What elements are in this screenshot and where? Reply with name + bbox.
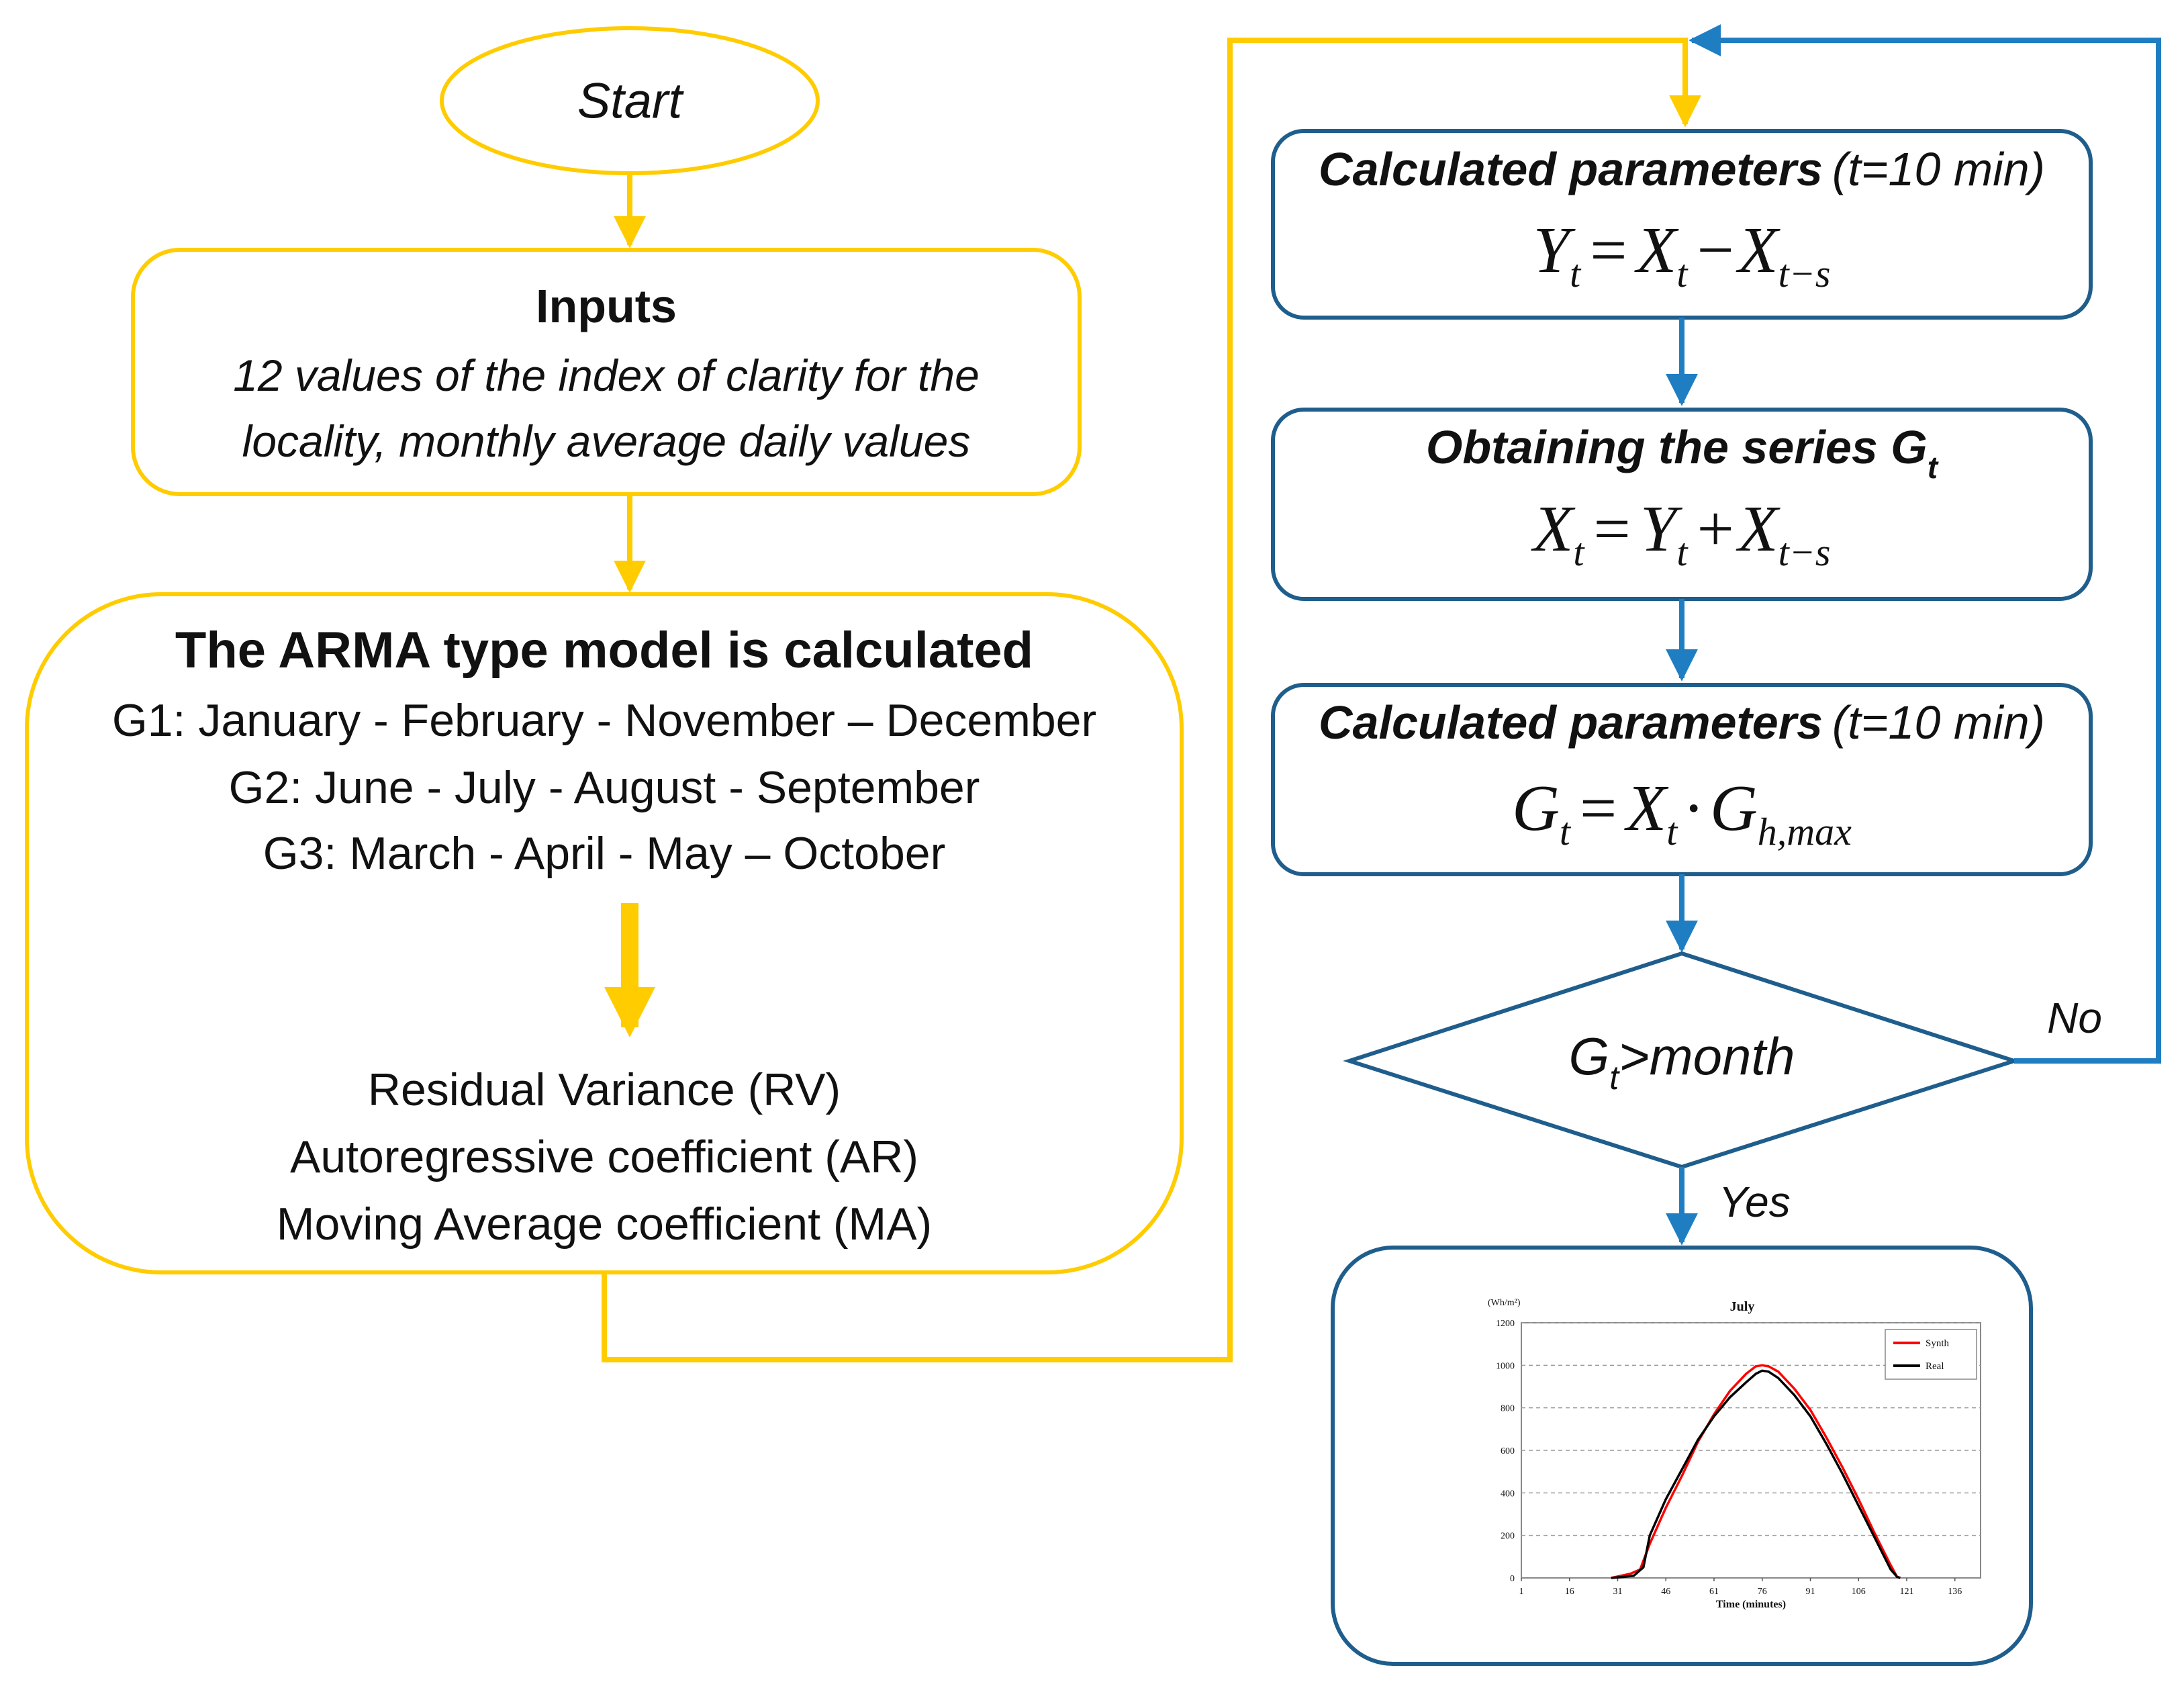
f1-eq: = — [1590, 214, 1627, 287]
chart-x-axis: 1 16 31 46 61 76 91 106 121 136 — [1519, 1578, 1962, 1597]
f3-a: X — [1623, 772, 1669, 845]
chart-y-tick-label: 600 — [1501, 1446, 1515, 1456]
f2-a: Y — [1640, 493, 1683, 565]
chart-title: July — [1730, 1299, 1755, 1314]
legend-synth-label: Synth — [1926, 1338, 1950, 1349]
obtaining-series-title: Obtaining the series Gt — [1426, 421, 1939, 485]
chart-y-tick-label: 400 — [1501, 1489, 1515, 1499]
f3-eq: = — [1580, 772, 1617, 845]
f1-b: X — [1736, 214, 1781, 287]
obtaining-series-title-text: Obtaining the series G — [1426, 421, 1928, 473]
f3-b-sub: h,max — [1758, 810, 1852, 853]
chart-series-line-real — [1611, 1369, 1901, 1579]
f3-op: · — [1682, 772, 1705, 845]
obtaining-series-title-sub: t — [1928, 450, 1939, 485]
chart-y-tick-label: 1200 — [1496, 1319, 1515, 1329]
f2-a-sub: t — [1676, 530, 1689, 574]
calc-params-title-1-bold: Calculated parameters — [1319, 143, 1823, 195]
f2-b: X — [1736, 493, 1781, 565]
connector-no-loop — [1689, 24, 2161, 1064]
chart-x-tick-label: 16 — [1565, 1587, 1574, 1597]
arma-group-1: G1: January - February - November – Dece… — [112, 695, 1096, 746]
chart-x-tick-label: 46 — [1661, 1587, 1670, 1597]
start-label: Start — [577, 73, 685, 129]
chart-grid — [1521, 1322, 1981, 1536]
chart-x-tick-label: 61 — [1709, 1587, 1719, 1597]
calc-params-title-1-paren: (t=10 min) — [1832, 143, 2045, 195]
inputs-box — [131, 248, 1082, 496]
f1-a-sub: t — [1676, 252, 1689, 295]
arma-title: The ARMA type model is calculated — [175, 622, 1033, 679]
chart-ylabel: (Wh/m²) — [1488, 1298, 1521, 1308]
chart-x-tick-label: 106 — [1852, 1587, 1866, 1597]
f2-eq: = — [1594, 493, 1631, 565]
f3-lhs-sub: t — [1560, 810, 1572, 853]
f1-lhs: Y — [1533, 214, 1576, 287]
chart-x-tick-label: 1 — [1519, 1587, 1524, 1597]
decision-g: G — [1569, 1027, 1610, 1086]
f1-b-sub: t−s — [1778, 252, 1831, 295]
chart-legend: Synth Real — [1885, 1329, 1977, 1380]
legend-real-label: Real — [1926, 1361, 1944, 1372]
f1-op: − — [1697, 214, 1734, 287]
chart-x-tick-label: 91 — [1805, 1587, 1815, 1597]
yes-label: Yes — [1719, 1178, 1791, 1226]
decision-sub: t — [1609, 1059, 1620, 1096]
arma-output-ar: Autoregressive coefficient (AR) — [290, 1131, 918, 1182]
chart-xlabel: Time (minutes) — [1716, 1599, 1786, 1610]
calc-params-title-1: Calculated parameters (t=10 min) — [1319, 143, 2045, 195]
f2-b-sub: t−s — [1778, 530, 1831, 574]
calc-params-title-2-paren: (t=10 min) — [1832, 696, 2045, 749]
arma-output-ma: Moving Average coefficient (MA) — [277, 1199, 932, 1250]
f1-lhs-sub: t — [1570, 252, 1582, 295]
inputs-line-2: locality, monthly average daily values — [242, 416, 971, 466]
f2-op: + — [1697, 493, 1734, 565]
formula-g-product: Gt = Xt·Gh,max — [1512, 772, 1852, 853]
calc-params-title-2: Calculated parameters (t=10 min) — [1319, 696, 2045, 749]
decision-label: Gt>month — [1569, 1027, 1795, 1096]
decision-rest: >month — [1619, 1027, 1795, 1086]
july-chart: July (Wh/m²) Time (minutes) 0 200 400 600 80… — [1488, 1298, 1981, 1610]
arma-group-3: G3: March - April - May – October — [263, 828, 946, 879]
chart-x-tick-label: 136 — [1948, 1587, 1962, 1597]
f3-a-sub: t — [1666, 810, 1678, 853]
formula-x-sum: Xt = Yt +Xt−s — [1531, 493, 1831, 574]
chart-legend-box — [1885, 1329, 1977, 1380]
f3-lhs: G — [1512, 772, 1560, 845]
chart-x-tick-label: 121 — [1899, 1587, 1913, 1597]
chart-y-tick-label: 0 — [1510, 1574, 1515, 1584]
f1-a: X — [1633, 214, 1679, 287]
chart-x-tick-label: 31 — [1613, 1587, 1622, 1597]
chart-y-axis: 0 200 400 600 800 1000 1200 — [1496, 1319, 1515, 1584]
chart-y-tick-label: 200 — [1501, 1532, 1515, 1542]
f2-lhs-sub: t — [1573, 530, 1585, 574]
inputs-title: Inputs — [536, 280, 677, 332]
inputs-line-1: 12 values of the index of clarity for th… — [233, 351, 980, 400]
chart-y-tick-label: 1000 — [1496, 1361, 1515, 1371]
no-label: No — [2047, 994, 2102, 1042]
chart-series — [1611, 1364, 1901, 1579]
chart-x-tick-label: 76 — [1758, 1587, 1767, 1597]
chart-y-tick-label: 800 — [1501, 1404, 1515, 1414]
arma-group-2: G2: June - July - August - September — [229, 762, 980, 813]
arrow-arma-inner-head — [604, 987, 655, 1037]
f3-b: G — [1710, 772, 1758, 845]
calc-params-title-2-bold: Calculated parameters — [1319, 696, 1823, 749]
arma-output-rv: Residual Variance (RV) — [368, 1064, 841, 1115]
connector-arma-to-box1 — [602, 38, 1701, 1362]
f2-lhs: X — [1531, 493, 1576, 565]
formula-y-diff: Yt = Xt −Xt−s — [1533, 214, 1831, 295]
